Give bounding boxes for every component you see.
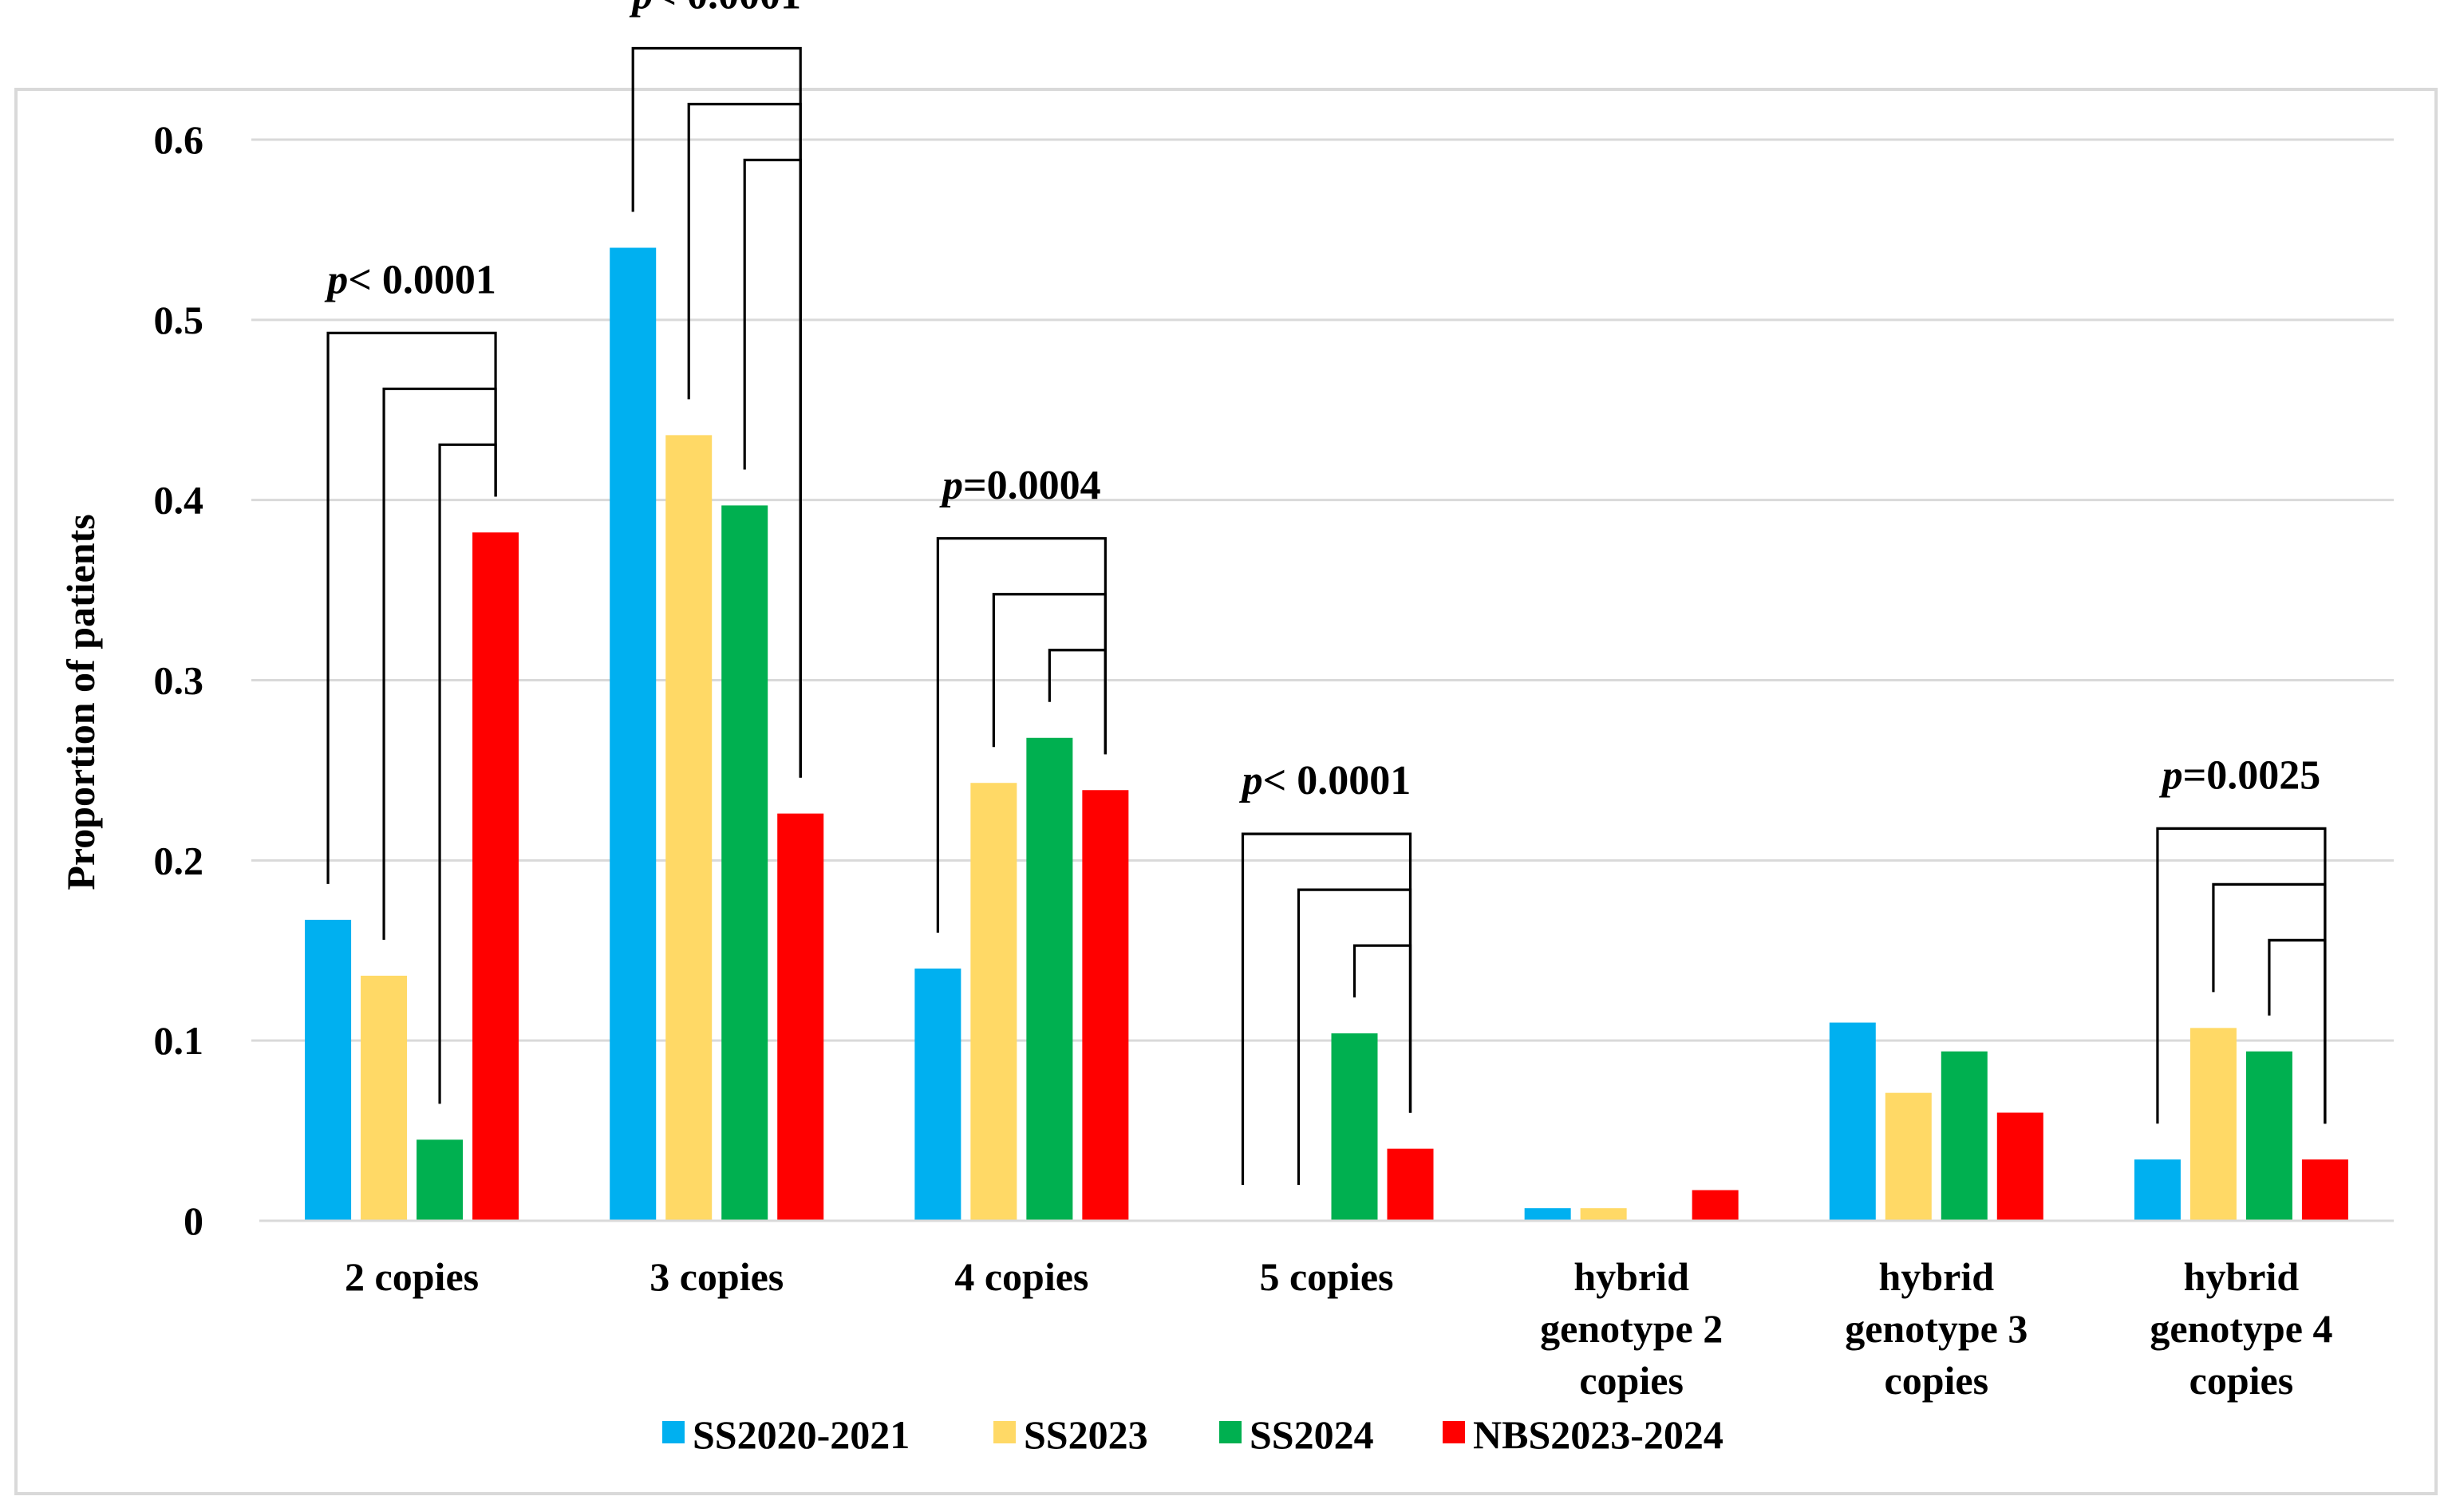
bar-ss2024-cat-2	[1026, 737, 1073, 1221]
legend-swatch	[1443, 1421, 1465, 1443]
x-tick-label: 5 copies	[1259, 1254, 1393, 1299]
p-value-label: p< 0.0001	[629, 0, 801, 18]
y-tick-label: 0.3	[154, 658, 204, 703]
y-tick-label: 0.4	[154, 478, 204, 523]
bar-ss2023-cat-2	[970, 783, 1017, 1221]
x-tick-label: genotype 4	[2150, 1306, 2332, 1351]
legend-label: NBS2023-2024	[1473, 1412, 1724, 1457]
x-tick-label: hybrid	[2184, 1254, 2300, 1299]
significance-bracket	[382, 387, 497, 940]
legend-label: SS2020-2021	[693, 1412, 910, 1457]
bar-ss2024-cat-1	[721, 505, 768, 1221]
legend-swatch	[662, 1421, 685, 1443]
y-tick-label: 0.1	[154, 1018, 204, 1063]
significance-bracket	[2268, 938, 2327, 1124]
bar-ss2020-2021-cat-4	[1524, 1208, 1571, 1221]
y-tick-label: 0	[184, 1198, 203, 1243]
bar-ss2020-2021-cat-6	[2134, 1159, 2181, 1221]
x-tick-label: 2 copies	[345, 1254, 479, 1299]
significance-bracket	[743, 158, 802, 778]
bar-ss2020-2021-cat-0	[305, 919, 352, 1221]
y-tick-label: 0.5	[154, 298, 204, 342]
bar-ss2023-cat-5	[1885, 1092, 1932, 1221]
legend-label: SS2023	[1024, 1412, 1148, 1457]
y-tick-label: 0.6	[154, 117, 204, 162]
y-axis-ticks: 0 0.1 0.2 0.3 0.4 0.5 0.6	[154, 117, 204, 1243]
x-tick-label: 3 copies	[650, 1254, 784, 1299]
bars	[305, 247, 2348, 1221]
bar-ss2024-cat-3	[1331, 1033, 1378, 1221]
bar-nbs2023-2024-cat-4	[1692, 1190, 1739, 1221]
x-axis-labels: 2 copies 3 copies 4 copies 5 copies hybrid ge…	[345, 1254, 2332, 1403]
x-tick-label: hybrid	[1879, 1254, 1995, 1299]
chart-border	[14, 88, 2438, 1495]
bar-ss2023-cat-4	[1580, 1208, 1627, 1221]
significance-bracket	[1048, 649, 1107, 755]
significance-bracket	[438, 443, 497, 1104]
x-tick-label: genotype 3	[1845, 1306, 2028, 1351]
legend-label: SS2024	[1250, 1412, 1374, 1457]
bar-nbs2023-2024-cat-2	[1082, 790, 1129, 1221]
p-value-label: p=0.0025	[2159, 752, 2321, 798]
x-tick-label: 4 copies	[954, 1254, 1088, 1299]
legend-swatch	[993, 1421, 1016, 1443]
significance-brackets	[326, 46, 2327, 1185]
legend-swatch	[1219, 1421, 1242, 1443]
y-tick-label: 0.2	[154, 838, 204, 882]
p-value-label: p=0.0004	[939, 463, 1101, 508]
bar-nbs2023-2024-cat-1	[777, 813, 824, 1221]
gridlines	[251, 138, 2394, 1042]
bar-nbs2023-2024-cat-6	[2301, 1159, 2348, 1221]
bar-ss2020-2021-cat-2	[914, 968, 961, 1221]
bar-ss2023-cat-1	[665, 435, 713, 1221]
bar-nbs2023-2024-cat-5	[1996, 1112, 2043, 1221]
x-tick-label: genotype 2	[1540, 1306, 1723, 1351]
bar-nbs2023-2024-cat-3	[1387, 1148, 1434, 1221]
bar-ss2023-cat-6	[2189, 1028, 2237, 1221]
p-value-annotations: p< 0.0001 p< 0.0001 p=0.0004 p< 0.0001 p=0.0…	[324, 0, 2320, 803]
x-tick-label: copies	[1885, 1358, 1989, 1403]
bar-ss2024-cat-6	[2245, 1051, 2292, 1221]
legend: SS2020-2021 SS2023 SS2024 NBS2023-2024	[662, 1412, 1724, 1457]
bar-nbs2023-2024-cat-0	[472, 532, 519, 1221]
p-value-label: p< 0.0001	[1239, 758, 1412, 803]
bar-ss2020-2021-cat-5	[1829, 1022, 1876, 1221]
bar-ss2023-cat-0	[361, 975, 408, 1221]
x-tick-label: hybrid	[1573, 1254, 1689, 1299]
x-tick-label: copies	[2189, 1358, 2294, 1403]
bar-ss2024-cat-5	[1941, 1051, 1988, 1221]
bar-ss2020-2021-cat-1	[610, 247, 657, 1221]
p-value-label: p< 0.0001	[324, 257, 496, 302]
x-tick-label: copies	[1579, 1358, 1684, 1403]
significance-bracket	[1352, 944, 1412, 1113]
y-axis-title: Proportion of patients	[58, 514, 103, 890]
bar-ss2024-cat-0	[417, 1139, 464, 1221]
